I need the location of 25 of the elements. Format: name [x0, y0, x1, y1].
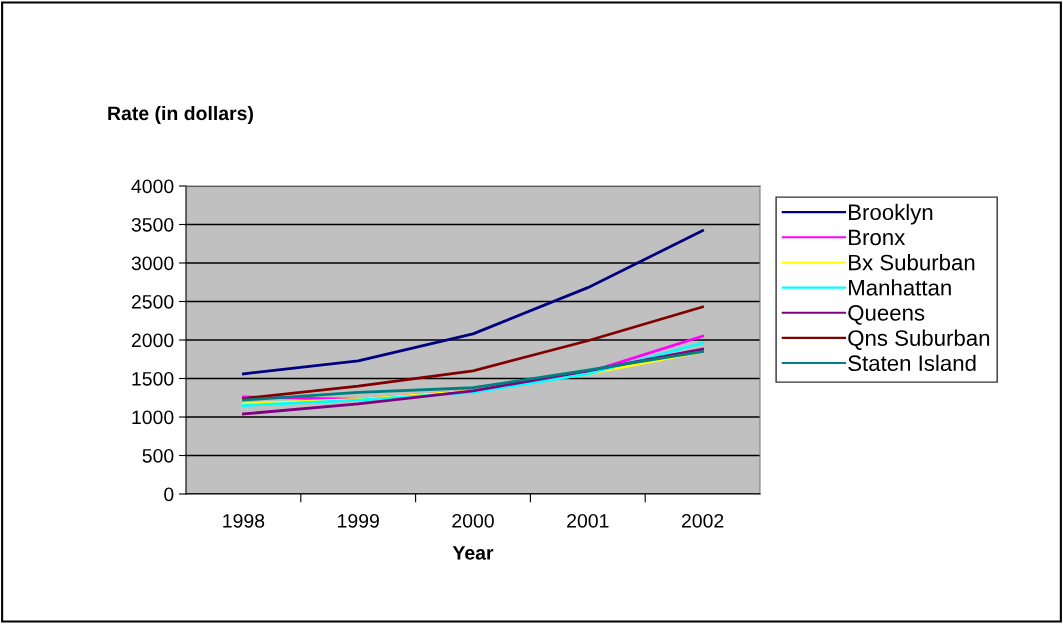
x-tick-label: 1998	[223, 513, 265, 528]
legend-label: Brooklyn	[849, 203, 933, 225]
y-tick-label: 500	[142, 448, 174, 463]
legend-label: Manhattan	[849, 279, 951, 296]
x-tick-label: 1999	[338, 513, 379, 528]
legend-label: Bx Suburban	[849, 254, 975, 271]
y-tick-label: 1000	[132, 410, 174, 425]
y-tick-label: 3000	[131, 256, 174, 271]
y-tick-label: 3500	[131, 217, 174, 232]
y-tick-label: 0	[164, 487, 174, 502]
chart-title: Rate (in dollars)	[108, 105, 253, 125]
legend-label: Staten Island	[848, 354, 976, 372]
line-series	[242, 229, 704, 376]
x-tick-label: 2001	[567, 513, 609, 528]
x-tick-label: 2000	[452, 513, 494, 528]
y-tick-label: 4000	[131, 179, 174, 194]
y-tick-label: 1500	[132, 371, 174, 386]
y-tick-label: 2500	[131, 294, 174, 309]
line-series	[242, 305, 704, 400]
x-tick-label: 2002	[681, 513, 724, 528]
legend-label: Bronx	[849, 229, 906, 246]
legend-label: Queens	[848, 305, 925, 325]
y-tick-label: 2000	[131, 333, 174, 348]
x-axis-title: Year	[452, 546, 494, 560]
legend-label: Qns Suburban	[848, 329, 990, 350]
